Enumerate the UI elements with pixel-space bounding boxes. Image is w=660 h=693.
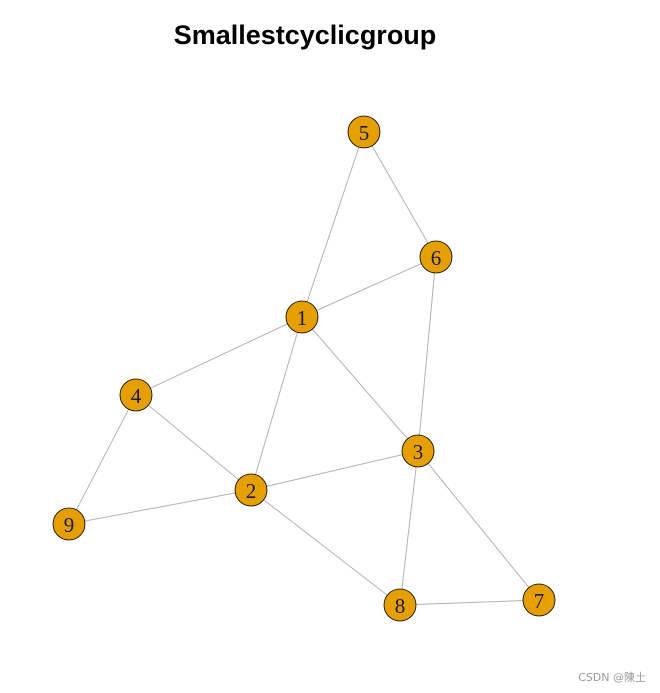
node-label: 3 xyxy=(413,440,424,464)
node-circle xyxy=(401,434,435,468)
node-label: 7 xyxy=(534,589,545,613)
edge-4-2 xyxy=(135,394,252,491)
edge-1-3 xyxy=(301,316,419,452)
edge-3-7 xyxy=(417,450,540,601)
node-circle xyxy=(52,507,86,541)
edges-layer xyxy=(68,131,540,606)
edge-2-8 xyxy=(250,489,401,606)
node-5: 5 xyxy=(347,115,381,149)
node-circle xyxy=(383,588,417,622)
edge-8-7 xyxy=(399,599,540,606)
node-label: 9 xyxy=(64,513,75,537)
graph-title: Smallestcyclicgroup xyxy=(173,20,437,50)
edge-6-3 xyxy=(417,256,437,452)
node-label: 5 xyxy=(359,121,370,145)
node-8: 8 xyxy=(383,588,417,622)
node-circle xyxy=(119,378,153,412)
node-label: 8 xyxy=(395,594,406,618)
edge-2-3 xyxy=(250,450,419,491)
node-7: 7 xyxy=(522,583,556,617)
node-1: 1 xyxy=(285,300,319,334)
node-circle xyxy=(285,300,319,334)
node-6: 6 xyxy=(419,240,453,274)
node-circle xyxy=(419,240,453,274)
node-label: 2 xyxy=(246,479,257,503)
edge-1-2 xyxy=(250,316,303,491)
nodes-layer: 1 2 3 4 5 6 7 8 9 xyxy=(52,115,556,622)
node-label: 4 xyxy=(131,384,142,408)
node-label: 6 xyxy=(431,246,442,270)
node-circle xyxy=(234,473,268,507)
edge-1-4 xyxy=(135,316,303,396)
edge-5-6 xyxy=(363,131,437,258)
edge-1-6 xyxy=(301,256,437,318)
edge-4-9 xyxy=(68,394,137,525)
edge-5-1 xyxy=(301,131,365,318)
node-3: 3 xyxy=(401,434,435,468)
node-2: 2 xyxy=(234,473,268,507)
node-9: 9 xyxy=(52,507,86,541)
node-label: 1 xyxy=(297,306,308,330)
node-4: 4 xyxy=(119,378,153,412)
watermark: CSDN @陳土 xyxy=(578,671,646,684)
node-circle xyxy=(522,583,556,617)
edge-3-8 xyxy=(399,450,419,606)
node-circle xyxy=(347,115,381,149)
edge-9-2 xyxy=(68,489,252,525)
